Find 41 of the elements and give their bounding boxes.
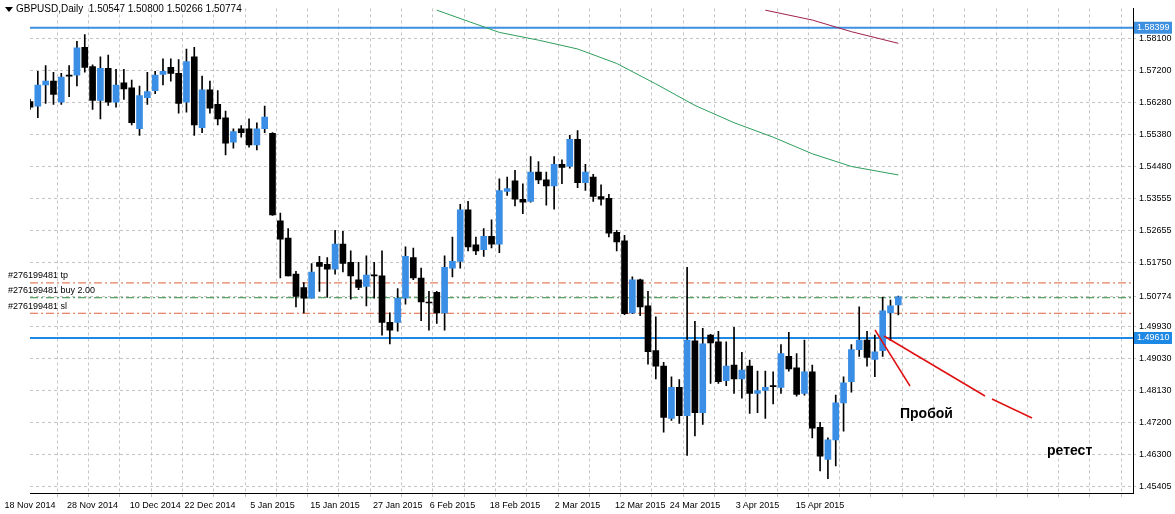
ref-line-label: #276199481 tp — [8, 270, 69, 281]
x-tick-label: 22 Dec 2014 — [184, 500, 236, 511]
x-tick-label: 27 Jan 2015 — [372, 500, 423, 511]
y-tick-label: 1.51750 — [1139, 256, 1172, 267]
candlestick — [542, 171, 550, 206]
x-tick-label: 2 Mar 2015 — [554, 500, 601, 511]
x-tick-label: 10 Dec 2014 — [129, 500, 181, 511]
y-tick-label: 1.54480 — [1139, 160, 1172, 171]
y-tick-label: 1.47200 — [1139, 417, 1172, 428]
x-tick-label: 18 Nov 2014 — [4, 500, 56, 511]
annotation: Пробой — [900, 405, 953, 421]
y-tick-label: 1.57200 — [1139, 64, 1172, 75]
y-tick-label: 1.56280 — [1139, 97, 1172, 108]
candlestick — [871, 334, 879, 378]
y-tick-label: 1.45405 — [1139, 480, 1172, 491]
y-tick-label: 1.55380 — [1139, 128, 1172, 139]
y-tick-label: 1.46300 — [1139, 449, 1172, 460]
x-tick-label: 24 Mar 2015 — [669, 500, 721, 511]
x-tick-label: 15 Jan 2015 — [310, 500, 360, 511]
y-tick-label: 1.49030 — [1139, 352, 1172, 363]
x-tick-label: 28 Nov 2014 — [67, 500, 119, 511]
chart-title: GBPUSD,Daily 1.50547 1.50800 1.50266 1.50774 — [16, 2, 243, 14]
x-tick-label: 3 Apr 2015 — [735, 500, 780, 511]
x-tick-label: 15 Apr 2015 — [795, 500, 845, 511]
candlestick — [769, 371, 777, 405]
x-tick-label: 6 Feb 2015 — [429, 500, 476, 511]
ref-line-label: #276199481 sl — [8, 300, 68, 311]
annotation: ретест — [1047, 442, 1093, 458]
y-tick-label: 1.48130 — [1139, 384, 1172, 395]
x-tick-label: 12 Mar 2015 — [614, 500, 666, 511]
x-tick-label: 18 Feb 2015 — [489, 500, 541, 511]
ref-line-label: 1.49610 — [1137, 332, 1170, 343]
y-tick-label: 1.52655 — [1139, 225, 1172, 235]
y-tick-label: 1.58100 — [1139, 32, 1172, 43]
ref-line-label: 1.58399 — [1137, 22, 1170, 33]
candlestick — [558, 159, 566, 185]
x-tick-label: 5 Jan 2015 — [250, 500, 295, 511]
ref-line-label: #276199481 buy 2.00 — [8, 285, 96, 296]
y-tick-label: 1.49930 — [1139, 321, 1172, 332]
y-tick-label: 1.53555 — [1139, 193, 1172, 204]
y-tick-label: 1.50774 — [1139, 291, 1172, 302]
